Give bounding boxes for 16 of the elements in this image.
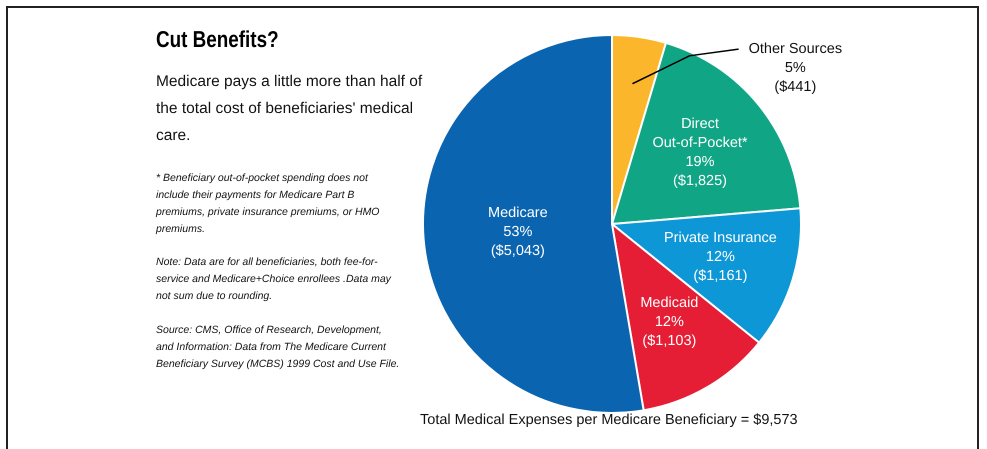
slice-label: Other Sources [748,41,842,58]
data-label: 19% ($1,825) [672,154,728,189]
data-label: 12% ($1,161) [693,249,748,284]
slice-label: Medicaid [640,294,698,311]
text: Cut Benefits? [156,26,279,53]
text: Note: Data are for all beneficiaries, both fee-for-service and Medicare+Choice enrollees .Data may not sum due to rounding. [156,255,392,304]
slice-label: Direct Out-of-Pocket* [652,116,748,151]
text: * Beneficiary out-of-pocket spending does not include their payments for Medicare Part B premiums, private insurance premiums, or HMO premiums. [156,171,380,237]
data-label: 53% ($5,043) [490,224,545,259]
source-note: Source: CMS, Office of Research, Development, and Information: Data from The Medicare Current Beneficiary Survey (MCBS) 1999 Cost and Use File. [156,323,400,372]
slice-label: Medicare [488,204,548,221]
data-label: 12% ($1,103) [642,314,696,349]
text: Total Medical Expenses per Medicare Beneficiary = $9,573 [420,412,798,428]
text: Medicare pays a little more than half of the total cost of beneficiaries' medical care. [156,72,424,146]
data-label: 5% ($441) [774,60,816,96]
slice-label: Private Insurance [664,230,777,246]
